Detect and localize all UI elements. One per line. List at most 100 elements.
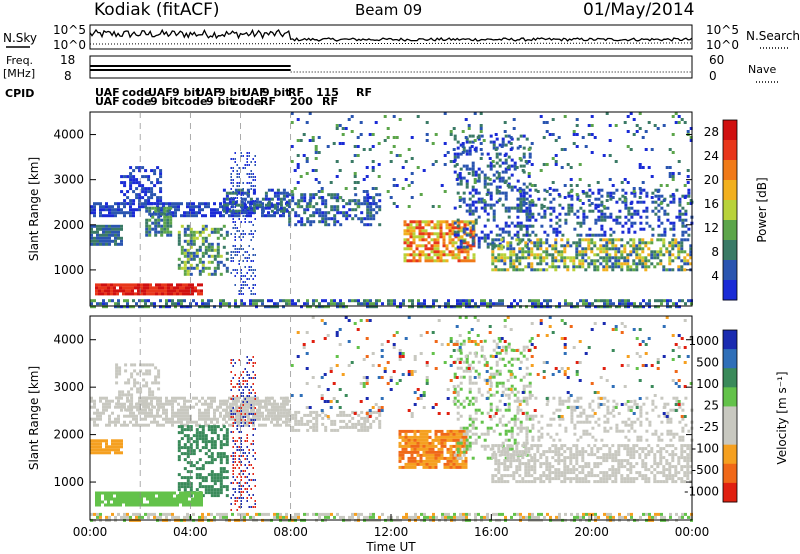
heat-cell [207,248,211,252]
heat-cell [656,256,660,260]
heat-cell [141,187,145,191]
heat-cell [126,175,130,179]
heat-cell [458,444,462,448]
heat-cell [454,256,458,260]
heat-cell [105,242,108,246]
heat-cell [105,445,108,449]
heat-cell [285,299,288,303]
heat-cell [149,503,152,507]
heat-cell [540,224,544,228]
heat-cell [130,375,134,379]
heat-cell [471,209,475,213]
heat-cell [128,292,131,296]
heat-cell [231,191,235,195]
heat-cell [248,155,250,157]
heat-cell [225,488,229,492]
heat-cell [602,244,606,248]
heat-cell [451,232,455,236]
heat-cell [176,500,179,504]
heat-cell [117,211,120,215]
heat-cell [107,286,110,290]
heat-cell [195,251,199,255]
heat-cell [608,238,612,242]
heat-cell [453,164,457,168]
heat-cell [602,154,606,157]
heat-cell [242,281,244,283]
heat-cell [225,437,229,441]
heat-cell [465,305,468,309]
heat-cell [410,447,414,451]
heat-cell [468,167,472,171]
heat-cell [461,444,465,448]
heat-cell [133,381,137,385]
heat-cell [306,299,309,303]
heat-cell [339,223,343,227]
heat-cell [154,218,158,222]
heat-cell [135,414,138,418]
heat-cell [115,372,119,376]
heat-cell [126,305,129,309]
heat-cell [421,232,425,236]
heat-cell [254,284,256,286]
heat-cell [525,209,529,213]
heat-cell [151,405,155,409]
colorbar-tick-label: 28 [704,125,719,139]
heat-cell [563,244,567,248]
heat-cell [593,253,597,257]
heat-cell [474,233,478,237]
heat-cell [542,121,546,124]
heat-cell [93,214,96,218]
heat-cell [458,429,462,433]
heat-cell [677,244,681,248]
heat-cell [135,423,138,427]
heat-cell [237,396,240,400]
heat-cell [300,220,304,224]
heat-cell [465,441,469,445]
heat-cell [489,299,492,303]
heat-cell [503,154,507,157]
heat-cell [135,166,139,170]
heat-cell [416,429,420,433]
heat-cell [668,241,672,245]
heat-cell [225,197,229,201]
heat-cell [148,390,152,394]
heat-cell [584,259,588,263]
heat-cell [582,191,586,195]
heat-cell [498,339,502,343]
heat-cell [410,157,414,160]
heat-cell [189,428,193,432]
heat-cell [113,503,116,507]
heat-cell [471,134,475,138]
heat-cell [495,188,499,192]
heat-cell [264,402,268,406]
heat-cell [602,250,606,254]
heat-cell [321,305,324,309]
heat-cell [468,375,472,379]
heat-cell [330,205,334,209]
heat-cell [418,253,422,257]
heat-cell [498,399,502,403]
heat-cell [415,259,419,263]
heat-cell [605,112,609,115]
heat-cell [333,217,337,221]
heat-cell [495,381,499,385]
heat-cell [288,302,291,306]
heat-cell [321,299,324,303]
heat-cell [261,414,264,418]
heat-cell [306,428,310,432]
heat-cell [477,387,481,391]
heat-cell [219,473,223,477]
heat-cell [468,221,472,225]
heat-cell [533,268,537,272]
heat-cell [180,452,184,456]
heat-cell [593,268,597,272]
heat-cell [522,146,526,150]
heat-cell [647,121,651,124]
heat-cell [456,447,460,451]
heat-cell [525,191,529,195]
heat-cell [558,305,561,309]
heat-cell [495,342,499,346]
heat-cell [104,292,107,296]
heat-cell [98,292,101,296]
heat-cell [530,142,534,145]
